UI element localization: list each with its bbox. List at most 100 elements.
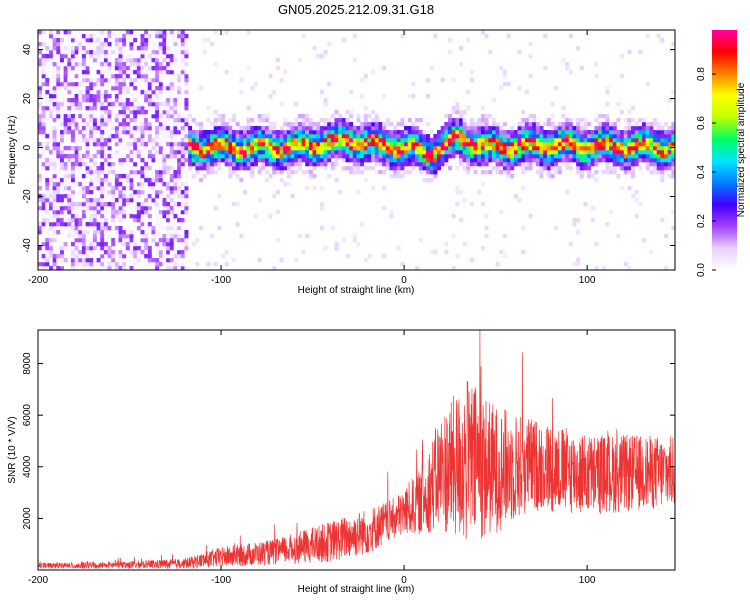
spectrogram-cell (524, 138, 529, 143)
spectrogram-cell (506, 150, 511, 155)
spectrogram-cell (290, 126, 295, 131)
spectrogram-cell (433, 162, 438, 167)
spectrogram-cell (360, 134, 365, 139)
spectrogram-cell (45, 206, 50, 211)
spectrogram-cell (103, 158, 108, 163)
spectrogram-cell (144, 198, 149, 203)
spectrogram-cell (52, 230, 57, 235)
spectrogram-cell (349, 114, 354, 119)
spectrogram-cell (642, 158, 647, 163)
spectrogram-cell (462, 142, 467, 147)
spectrogram-cell (444, 250, 449, 255)
spectrogram-cell (155, 98, 160, 103)
spectrogram-cell (92, 238, 97, 243)
spectrogram-cell (543, 150, 548, 155)
spectrogram-cell (649, 170, 654, 175)
spectrogram-cell (122, 70, 127, 75)
spectrogram-cell (407, 154, 412, 159)
spectrogram-cell (524, 154, 529, 159)
spectrogram-cell (601, 150, 606, 155)
spectrogram-cell (166, 206, 171, 211)
spectrogram-cell (173, 178, 178, 183)
spectrogram-cell (232, 150, 236, 155)
spectrogram-cell (122, 202, 127, 207)
spectrogram-cell (565, 146, 570, 151)
spectrogram-cell (118, 230, 123, 235)
spectrogram-cell (52, 38, 57, 43)
spectrogram-cell (158, 162, 163, 167)
spectrogram-cell (484, 130, 489, 135)
spectrogram-cell (100, 250, 105, 255)
spectrogram-cell (290, 162, 295, 167)
spectrogram-cell (100, 130, 105, 135)
colorbar-gradient (712, 30, 737, 270)
spectrogram-cell (118, 242, 123, 247)
spectrogram-cell (199, 138, 204, 143)
spectrogram-cell (56, 142, 61, 147)
spectrogram-cell (294, 154, 299, 159)
spectrogram-cell (554, 138, 559, 143)
spectrogram-cell (67, 178, 72, 183)
spectrogram-cell (308, 170, 313, 175)
spectrogram-cell (166, 142, 171, 147)
spectrogram-cell (528, 162, 533, 167)
spectrogram-cell (294, 150, 299, 155)
spectrogram-cell (642, 150, 647, 155)
spectrogram-cell (224, 142, 229, 147)
spectrogram-cell (144, 146, 149, 151)
spectrogram-cell (38, 86, 42, 91)
spectrogram-cell (74, 42, 79, 47)
spectrogram-cell (499, 142, 504, 147)
spectrogram-cell (429, 250, 434, 255)
spectrogram-cell (565, 130, 570, 135)
spectrogram-cell (169, 58, 174, 63)
spectrogram-cell (243, 154, 247, 159)
spectrogram-cell (374, 162, 379, 167)
spectrogram-cell (400, 122, 405, 127)
spectrogram-cell (539, 138, 544, 143)
spectrogram-cell (67, 202, 72, 207)
spectrogram-cell (166, 234, 171, 239)
spectrogram-cell (323, 126, 328, 131)
spectrogram-cell (627, 158, 632, 163)
spectrogram-cell (107, 202, 112, 207)
spectrogram-cell (118, 38, 123, 43)
spectrogram-cell (334, 138, 339, 143)
spectrogram-cell (38, 78, 42, 83)
spectrogram-cell (96, 86, 101, 91)
spectrogram-cell (155, 54, 160, 59)
spectrogram-cell (253, 82, 258, 87)
spectrogram-cell (144, 238, 149, 243)
spectrogram-cell (74, 202, 79, 207)
spectrogram-cell (378, 130, 383, 135)
spectrogram-cell (546, 130, 551, 135)
spectrogram-cell (491, 118, 496, 123)
spectrogram-cell (275, 134, 280, 139)
spectrogram-cell (38, 50, 42, 55)
spectrogram-cell (169, 174, 174, 179)
spectrogram-cell (253, 150, 258, 155)
spectrogram-cell (466, 138, 471, 143)
spectrogram-cell (243, 142, 247, 147)
spectrogram-cell (601, 146, 606, 151)
spectrogram-cell (177, 118, 182, 123)
spectrogram-cell (290, 170, 295, 175)
spectrogram-cell (195, 238, 200, 243)
spectrogram-cell (385, 166, 390, 171)
spectrogram-cell (330, 122, 335, 127)
spectrogram-cell (279, 142, 284, 147)
spectrogram-cell (316, 158, 321, 163)
spectrogram-cell (228, 166, 233, 171)
spectrogram-cell (78, 34, 83, 39)
spectrogram-cell (89, 50, 94, 55)
spectrogram-cell (349, 138, 354, 143)
spectrogram-cell (473, 150, 478, 155)
spectrogram-cell (243, 134, 247, 139)
spectrogram-cell (122, 118, 127, 123)
spectrogram-cell (63, 82, 68, 87)
spectrogram-cell (103, 50, 108, 55)
spectrogram-cell (352, 154, 357, 159)
spectrogram-cell (144, 170, 149, 175)
spectrogram-cell (89, 246, 94, 251)
spectrogram-cell (587, 166, 592, 171)
